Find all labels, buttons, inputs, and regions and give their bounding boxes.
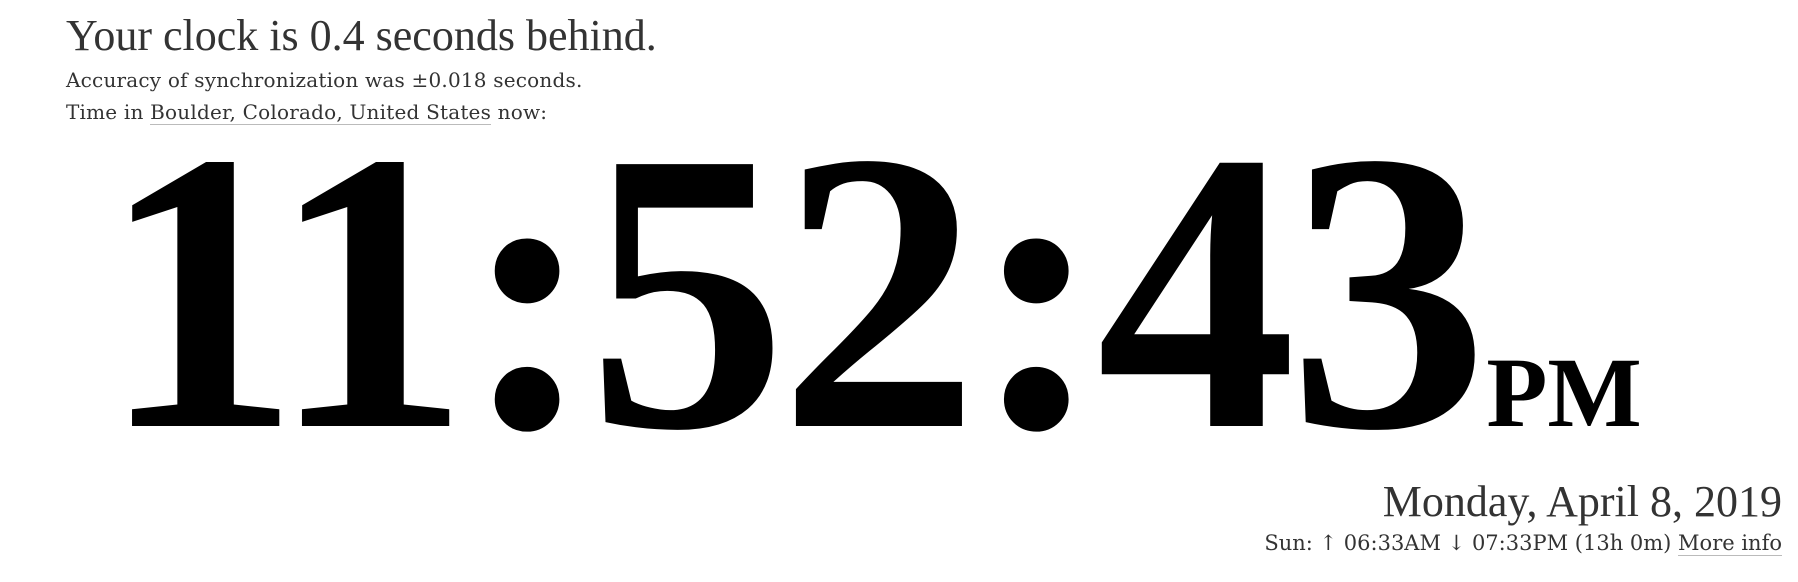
location-link[interactable]: Boulder, Colorado, United States [150,100,492,125]
sunset-time: 07:33PM [1465,531,1575,555]
sunrise-time: 06:33AM [1337,531,1448,555]
more-info-link[interactable]: More info [1678,531,1782,556]
sun-times-line: Sun: ↑ 06:33AM ↓ 07:33PM (13h 0m) More i… [1264,528,1782,558]
day-length: (13h 0m) [1574,531,1679,555]
sunrise-arrow-icon: ↑ [1319,531,1338,555]
time-in-suffix: now: [491,100,548,124]
main-clock: 11:52:43PM [100,70,1642,513]
header: Your clock is 0.4 seconds behind. Accura… [66,8,1758,128]
current-date: Monday, April 8, 2019 [1382,477,1782,526]
clock-time: 11:52:43 [100,70,1488,513]
time-in-prefix: Time in [66,100,151,124]
sunset-arrow-icon: ↓ [1447,531,1466,555]
sync-accuracy-text: Accuracy of synchronization was ±0.018 s… [66,68,583,92]
clock-offset-headline: Your clock is 0.4 seconds behind. [66,11,657,60]
time-location-line: Time in Boulder, Colorado, United States… [66,96,1758,128]
date-block: Monday, April 8, 2019 Sun: ↑ 06:33AM ↓ 0… [1264,476,1782,558]
clock-ampm: PM [1486,337,1642,448]
sun-label: Sun: [1264,531,1320,555]
